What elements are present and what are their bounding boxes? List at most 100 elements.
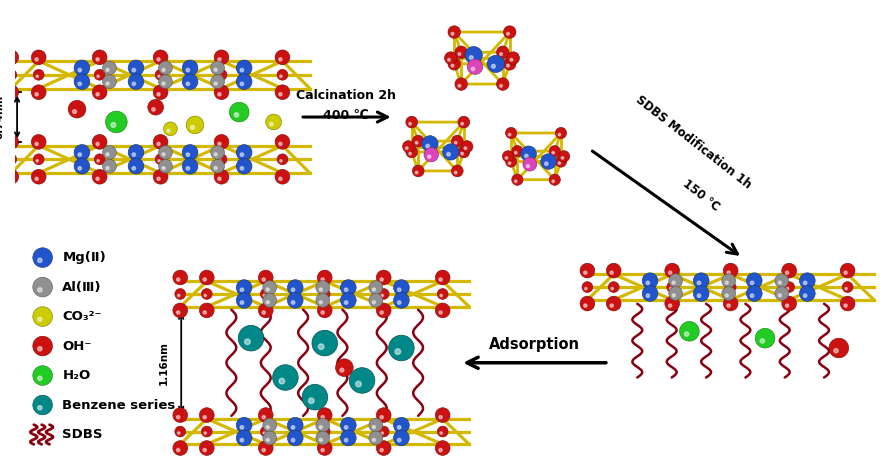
Circle shape xyxy=(804,281,807,285)
Circle shape xyxy=(393,417,409,433)
Circle shape xyxy=(292,439,294,442)
Circle shape xyxy=(4,50,19,65)
Circle shape xyxy=(471,67,475,71)
Circle shape xyxy=(512,174,523,185)
Circle shape xyxy=(555,156,567,167)
Circle shape xyxy=(751,281,754,285)
Circle shape xyxy=(156,154,166,165)
Circle shape xyxy=(321,416,324,419)
Circle shape xyxy=(799,285,815,301)
Circle shape xyxy=(668,304,672,307)
Text: 0.74nm: 0.74nm xyxy=(0,95,4,139)
Circle shape xyxy=(202,426,212,437)
Circle shape xyxy=(173,408,187,423)
Circle shape xyxy=(428,155,431,158)
Circle shape xyxy=(393,292,409,308)
Circle shape xyxy=(728,287,730,290)
Circle shape xyxy=(841,296,855,311)
Circle shape xyxy=(214,153,217,156)
Circle shape xyxy=(693,273,709,289)
Circle shape xyxy=(240,426,244,429)
Circle shape xyxy=(389,335,415,361)
Circle shape xyxy=(841,263,855,278)
Circle shape xyxy=(178,432,180,434)
Circle shape xyxy=(31,85,46,100)
Circle shape xyxy=(258,303,273,318)
Circle shape xyxy=(278,177,282,181)
Circle shape xyxy=(439,448,442,452)
Circle shape xyxy=(287,280,303,295)
Circle shape xyxy=(844,271,847,274)
Circle shape xyxy=(448,58,461,70)
Circle shape xyxy=(377,408,391,423)
Circle shape xyxy=(492,65,495,68)
Circle shape xyxy=(526,165,530,168)
Circle shape xyxy=(203,448,206,452)
Circle shape xyxy=(31,169,46,184)
Circle shape xyxy=(262,416,265,419)
Circle shape xyxy=(340,292,356,308)
Circle shape xyxy=(68,100,86,118)
Circle shape xyxy=(277,69,288,80)
Circle shape xyxy=(229,102,249,122)
Circle shape xyxy=(722,286,735,300)
Circle shape xyxy=(111,123,116,127)
Circle shape xyxy=(214,82,217,85)
Circle shape xyxy=(727,271,730,274)
Circle shape xyxy=(725,294,728,297)
Circle shape xyxy=(408,123,411,125)
Circle shape xyxy=(35,142,38,146)
Circle shape xyxy=(504,26,516,38)
Circle shape xyxy=(240,82,244,86)
Circle shape xyxy=(263,431,277,445)
Circle shape xyxy=(319,289,330,300)
Circle shape xyxy=(583,271,587,274)
Circle shape xyxy=(177,416,179,419)
Circle shape xyxy=(398,439,401,442)
Circle shape xyxy=(443,144,459,160)
Circle shape xyxy=(340,430,356,446)
Circle shape xyxy=(292,426,294,429)
Circle shape xyxy=(132,153,135,156)
Circle shape xyxy=(844,304,847,307)
Circle shape xyxy=(668,271,672,274)
Circle shape xyxy=(31,50,46,65)
Circle shape xyxy=(380,278,384,281)
Circle shape xyxy=(105,111,127,133)
Circle shape xyxy=(426,144,430,148)
Circle shape xyxy=(234,113,239,117)
Circle shape xyxy=(106,153,109,156)
Circle shape xyxy=(723,296,738,311)
Circle shape xyxy=(277,154,288,165)
Circle shape xyxy=(667,282,678,292)
Circle shape xyxy=(175,289,186,300)
Circle shape xyxy=(309,398,314,403)
Circle shape xyxy=(523,157,537,171)
Text: 1.16nm: 1.16nm xyxy=(158,341,169,385)
Circle shape xyxy=(461,123,463,125)
Circle shape xyxy=(381,432,384,434)
Circle shape xyxy=(182,158,198,174)
Circle shape xyxy=(156,69,166,80)
Circle shape xyxy=(240,167,244,170)
Circle shape xyxy=(132,82,135,86)
Circle shape xyxy=(272,365,298,390)
Circle shape xyxy=(834,349,838,353)
Circle shape xyxy=(521,146,537,161)
Circle shape xyxy=(128,74,144,89)
Circle shape xyxy=(506,157,507,159)
Circle shape xyxy=(510,58,513,61)
Circle shape xyxy=(829,338,849,358)
Circle shape xyxy=(187,167,189,170)
Circle shape xyxy=(214,169,229,184)
Circle shape xyxy=(398,426,401,429)
Circle shape xyxy=(469,56,473,59)
Circle shape xyxy=(156,93,160,96)
Circle shape xyxy=(372,425,376,429)
Circle shape xyxy=(319,288,323,291)
Circle shape xyxy=(336,359,354,377)
Circle shape xyxy=(214,85,229,100)
Circle shape xyxy=(377,270,391,285)
Circle shape xyxy=(408,152,411,155)
Circle shape xyxy=(287,430,303,446)
